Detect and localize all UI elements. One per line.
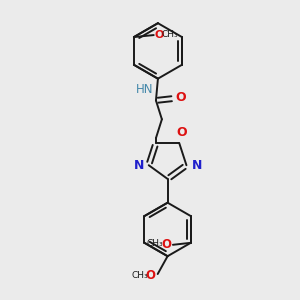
Text: O: O	[176, 126, 187, 139]
Text: N: N	[134, 159, 144, 172]
Text: CH₃: CH₃	[131, 271, 148, 280]
Text: O: O	[146, 268, 156, 281]
Text: N: N	[191, 159, 202, 172]
Text: CH₃: CH₃	[162, 30, 178, 39]
Text: O: O	[161, 238, 171, 251]
Text: CH₃: CH₃	[146, 239, 163, 248]
Text: O: O	[176, 91, 186, 104]
Text: O: O	[155, 30, 164, 40]
Text: HN: HN	[136, 83, 154, 96]
